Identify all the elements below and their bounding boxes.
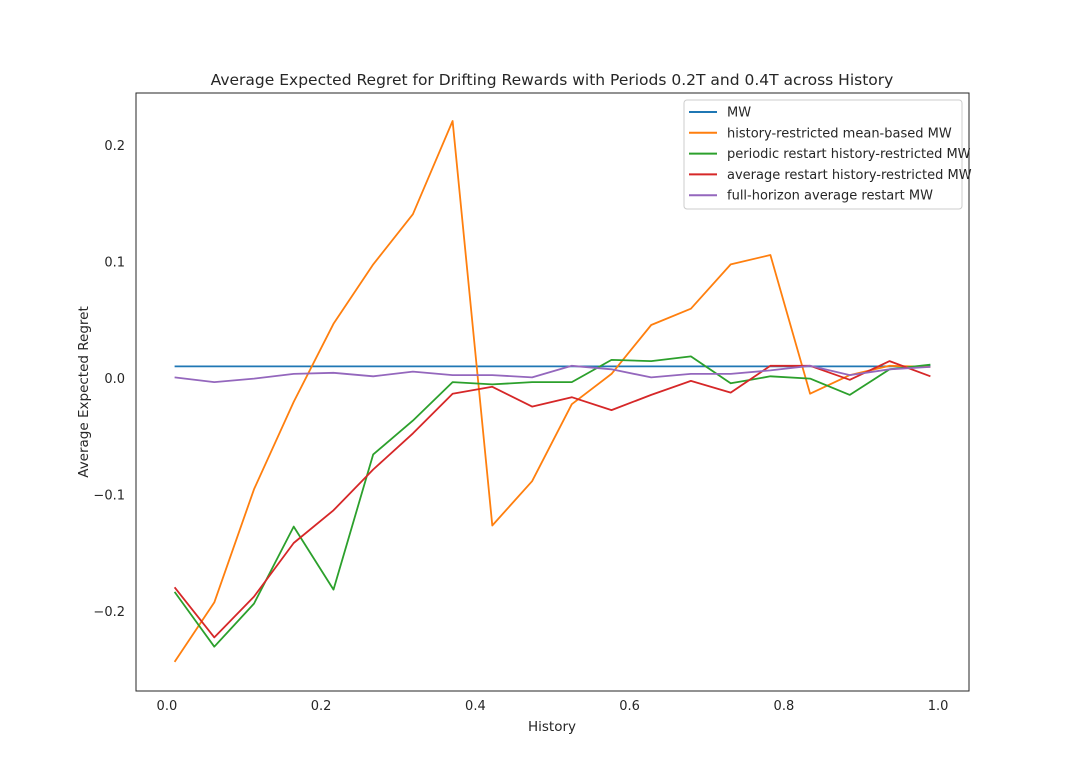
series-line-4 (174, 364, 931, 383)
x-tick-labels: 0.0 0.2 0.4 0.6 0.8 1.0 (157, 699, 949, 714)
legend-label: history-restricted mean-based MW (727, 126, 952, 141)
x-tick-label: 0.4 (465, 699, 486, 714)
y-axis-label: Average Expected Regret (76, 306, 92, 478)
legend-box (683, 99, 963, 210)
series-line-1 (173, 120, 931, 663)
series-line-2 (173, 355, 931, 648)
y-tick-label: −0.1 (93, 489, 125, 504)
plot-frame (135, 92, 970, 692)
legend-label: full-horizon average restart MW (727, 189, 933, 204)
series-line-3 (173, 360, 931, 639)
x-tick-label: 1.0 (928, 699, 949, 714)
y-tick-label: 0.0 (104, 372, 125, 387)
y-tick-labels: −0.2 −0.1 0.0 0.1 0.2 (93, 139, 125, 620)
chart-title: Average Expected Regret for Drifting Rew… (211, 71, 894, 89)
y-tick-label: 0.1 (104, 256, 125, 271)
x-axis-label: History (528, 719, 576, 735)
x-tick-label: 0.6 (619, 699, 640, 714)
legend-label: periodic restart history-restricted MW (727, 147, 971, 162)
legend-label: MW (727, 106, 751, 121)
x-tick-label: 0.8 (774, 699, 795, 714)
x-tick-label: 0.0 (157, 699, 178, 714)
y-tick-label: 0.2 (104, 139, 125, 154)
legend: MW history-restricted mean-based MW period… (683, 99, 972, 210)
x-tick-label: 0.2 (311, 699, 332, 714)
series-layer (173, 120, 931, 663)
legend-label: average restart history-restricted MW (727, 168, 972, 183)
y-tick-label: −0.2 (93, 605, 125, 620)
